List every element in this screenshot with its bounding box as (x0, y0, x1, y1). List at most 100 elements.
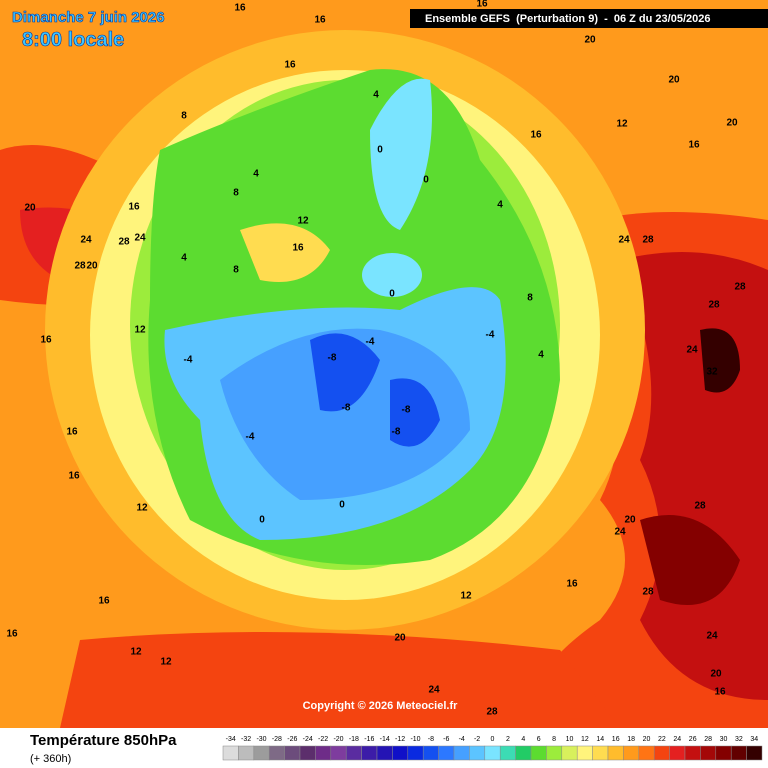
contour-label: 4 (253, 169, 259, 180)
legend-swatch (330, 745, 347, 761)
contour-label: 0 (423, 175, 429, 186)
contour-label: -4 (246, 432, 255, 443)
contour-label: 16 (476, 0, 488, 10)
legend-label: 16 (612, 736, 620, 743)
contour-label: 32 (706, 367, 718, 378)
contour-label: 24 (618, 235, 630, 246)
legend-label: 24 (673, 736, 681, 743)
contour-label: 12 (297, 216, 309, 227)
contour-label: 28 (734, 282, 746, 293)
contour-label: 24 (686, 345, 698, 356)
contour-label: 12 (616, 119, 628, 130)
legend-label: 18 (627, 736, 635, 743)
legend-swatch (730, 745, 747, 761)
date-text: Dimanche 7 juin 2026 (12, 9, 165, 26)
footer-title: Température 850hPa (30, 732, 177, 749)
contour-label: 4 (538, 350, 544, 361)
contour-label: -4 (184, 355, 193, 366)
contour-label: 16 (314, 15, 326, 26)
legend-swatch (222, 745, 239, 761)
contour-label: 16 (6, 629, 18, 640)
legend: -34 -32 -30 -28 -26 -24 -22 -20 -18 -16 -14 -12 -10-… (222, 736, 763, 761)
legend-label: -14 (380, 736, 390, 743)
legend-label: -30 (256, 736, 266, 743)
contour-label: -8 (328, 353, 337, 364)
legend-label: -12 (395, 736, 405, 743)
contour-label: 16 (128, 202, 140, 213)
contour-label: 28 (74, 261, 86, 272)
contour-label: 16 (566, 579, 578, 590)
legend-swatch (715, 745, 732, 761)
contour-label: 0 (389, 289, 395, 300)
legend-label: -16 (364, 736, 374, 743)
legend-label: 0 (491, 736, 495, 743)
contour-label: 8 (527, 293, 533, 304)
contour-label: -8 (392, 427, 401, 438)
legend-label: 6 (537, 736, 541, 743)
legend-label: 10 (566, 736, 574, 743)
contour-label: 28 (694, 501, 706, 512)
legend-swatch (469, 745, 486, 761)
legend-label: -20 (333, 736, 343, 743)
legend-label: 14 (596, 736, 604, 743)
legend-swatch (438, 745, 455, 761)
contour-label: 0 (259, 515, 265, 526)
contour-label: 12 (130, 647, 142, 658)
legend-swatch (746, 745, 763, 761)
contour-label: 12 (160, 657, 172, 668)
legend-label: 34 (750, 736, 758, 743)
contour-label: 16 (530, 130, 542, 141)
contour-label: 20 (726, 118, 738, 129)
legend-label: 26 (689, 736, 697, 743)
contour-label: 20 (394, 633, 406, 644)
contour-label: 16 (284, 60, 296, 71)
legend-label: -28 (272, 736, 282, 743)
contour-label: 12 (136, 503, 148, 514)
legend-label: 2 (506, 736, 510, 743)
contour-label: -4 (366, 337, 375, 348)
footer-lead: (+ 360h) (30, 753, 71, 765)
legend-label: 28 (704, 736, 712, 743)
contour-label: 16 (68, 471, 80, 482)
legend-swatch (299, 745, 316, 761)
contour-label: 20 (24, 203, 36, 214)
run-box (410, 9, 768, 28)
contour-label: 20 (584, 35, 596, 46)
contour-label: 16 (714, 687, 726, 698)
legend-label: -34 (226, 736, 236, 743)
legend-label: 8 (552, 736, 556, 743)
contour-label: 8 (233, 265, 239, 276)
legend-label: -2 (474, 736, 480, 743)
legend-swatch (515, 745, 532, 761)
legend-swatch (684, 745, 701, 761)
contour-label: 28 (486, 707, 498, 718)
contour-label: 28 (118, 237, 130, 248)
legend-swatch (484, 745, 501, 761)
map-labels: 24 28 28 20 24 20 16 16 12 16 16 12 16 12 12 16 8 4 8 12 16 4… (6, 0, 746, 718)
contour-label: 24 (134, 233, 146, 244)
contour-label: -8 (342, 403, 351, 414)
legend-label: -4 (459, 736, 465, 743)
legend-label: 30 (720, 736, 728, 743)
legend-label: -26 (287, 736, 297, 743)
legend-swatch (499, 745, 516, 761)
legend-swatch (238, 745, 255, 761)
legend-label: -8 (428, 736, 434, 743)
contour-label: -4 (486, 330, 495, 341)
contour-label: 24 (80, 235, 92, 246)
legend-swatch (561, 745, 578, 761)
contour-label: 12 (460, 591, 472, 602)
legend-label: -18 (349, 736, 359, 743)
map-background (0, 0, 768, 728)
contour-label: -8 (402, 405, 411, 416)
legend-swatch (638, 745, 655, 761)
legend-swatch (376, 745, 393, 761)
contour-label: 8 (233, 188, 239, 199)
legend-label: 12 (581, 736, 589, 743)
legend-swatch (653, 745, 670, 761)
contour-label: 16 (66, 427, 78, 438)
legend-label: 22 (658, 736, 666, 743)
legend-swatch (407, 745, 424, 761)
legend-swatch (592, 745, 609, 761)
